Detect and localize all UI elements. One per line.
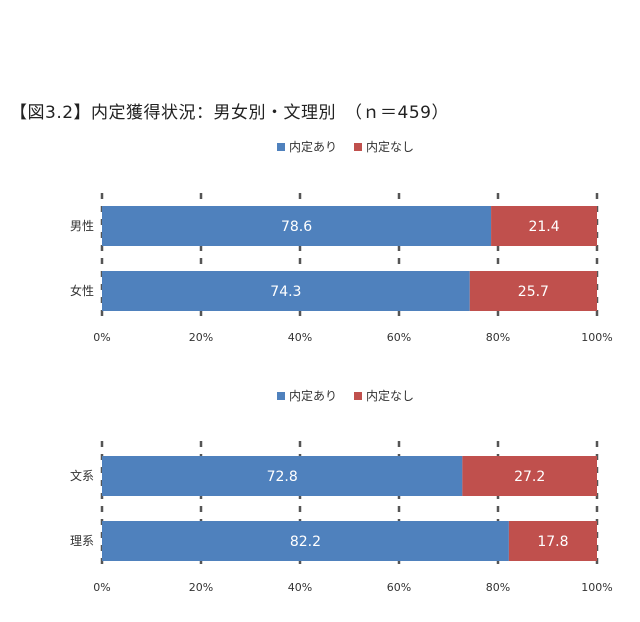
x-tick-label: 20%	[189, 331, 213, 344]
x-tick-label: 80%	[486, 581, 510, 594]
bar-segment-offer	[102, 206, 492, 246]
bar-segment-offer	[102, 271, 470, 311]
x-tick-label: 0%	[93, 581, 110, 594]
data-label: 27.2	[514, 469, 545, 485]
legend-swatch-no-offer	[354, 392, 362, 400]
x-tick-label: 40%	[288, 331, 312, 344]
category-label: 男性	[70, 219, 94, 233]
x-tick-label: 40%	[288, 581, 312, 594]
category-label: 文系	[70, 468, 94, 483]
legend-label-no-offer: 内定なし	[366, 139, 414, 154]
legend-label-no-offer: 内定なし	[366, 388, 414, 403]
bar-segment-no-offer	[462, 456, 597, 496]
category-label: 理系	[70, 534, 94, 548]
x-tick-label: 60%	[387, 581, 411, 594]
x-tick-label: 100%	[581, 581, 612, 594]
bar-segment-offer	[102, 521, 509, 561]
x-tick-label: 80%	[486, 331, 510, 344]
legend-label-offer: 内定あり	[289, 139, 337, 154]
data-label: 72.8	[267, 469, 298, 485]
data-label: 25.7	[518, 284, 549, 300]
x-tick-label: 100%	[581, 331, 612, 344]
legend-swatch-offer	[277, 392, 285, 400]
chart-title: 【図3.2】内定獲得状況：男女別・文理別 （ｎ＝459）	[10, 103, 449, 123]
bar-segment-no-offer	[508, 521, 597, 561]
legend-label-offer: 内定あり	[289, 388, 337, 403]
bar-segment-no-offer	[491, 206, 597, 246]
data-label: 17.8	[537, 534, 568, 550]
data-label: 21.4	[528, 219, 559, 235]
data-label: 78.6	[281, 219, 312, 235]
category-label: 女性	[70, 283, 94, 298]
data-label: 82.2	[290, 534, 321, 550]
x-tick-label: 60%	[387, 331, 411, 344]
data-label: 74.3	[270, 284, 301, 300]
bar-segment-no-offer	[469, 271, 597, 311]
legend-swatch-offer	[277, 143, 285, 151]
legend-swatch-no-offer	[354, 143, 362, 151]
bar-segment-offer	[102, 456, 463, 496]
x-tick-label: 20%	[189, 581, 213, 594]
x-tick-label: 0%	[93, 331, 110, 344]
